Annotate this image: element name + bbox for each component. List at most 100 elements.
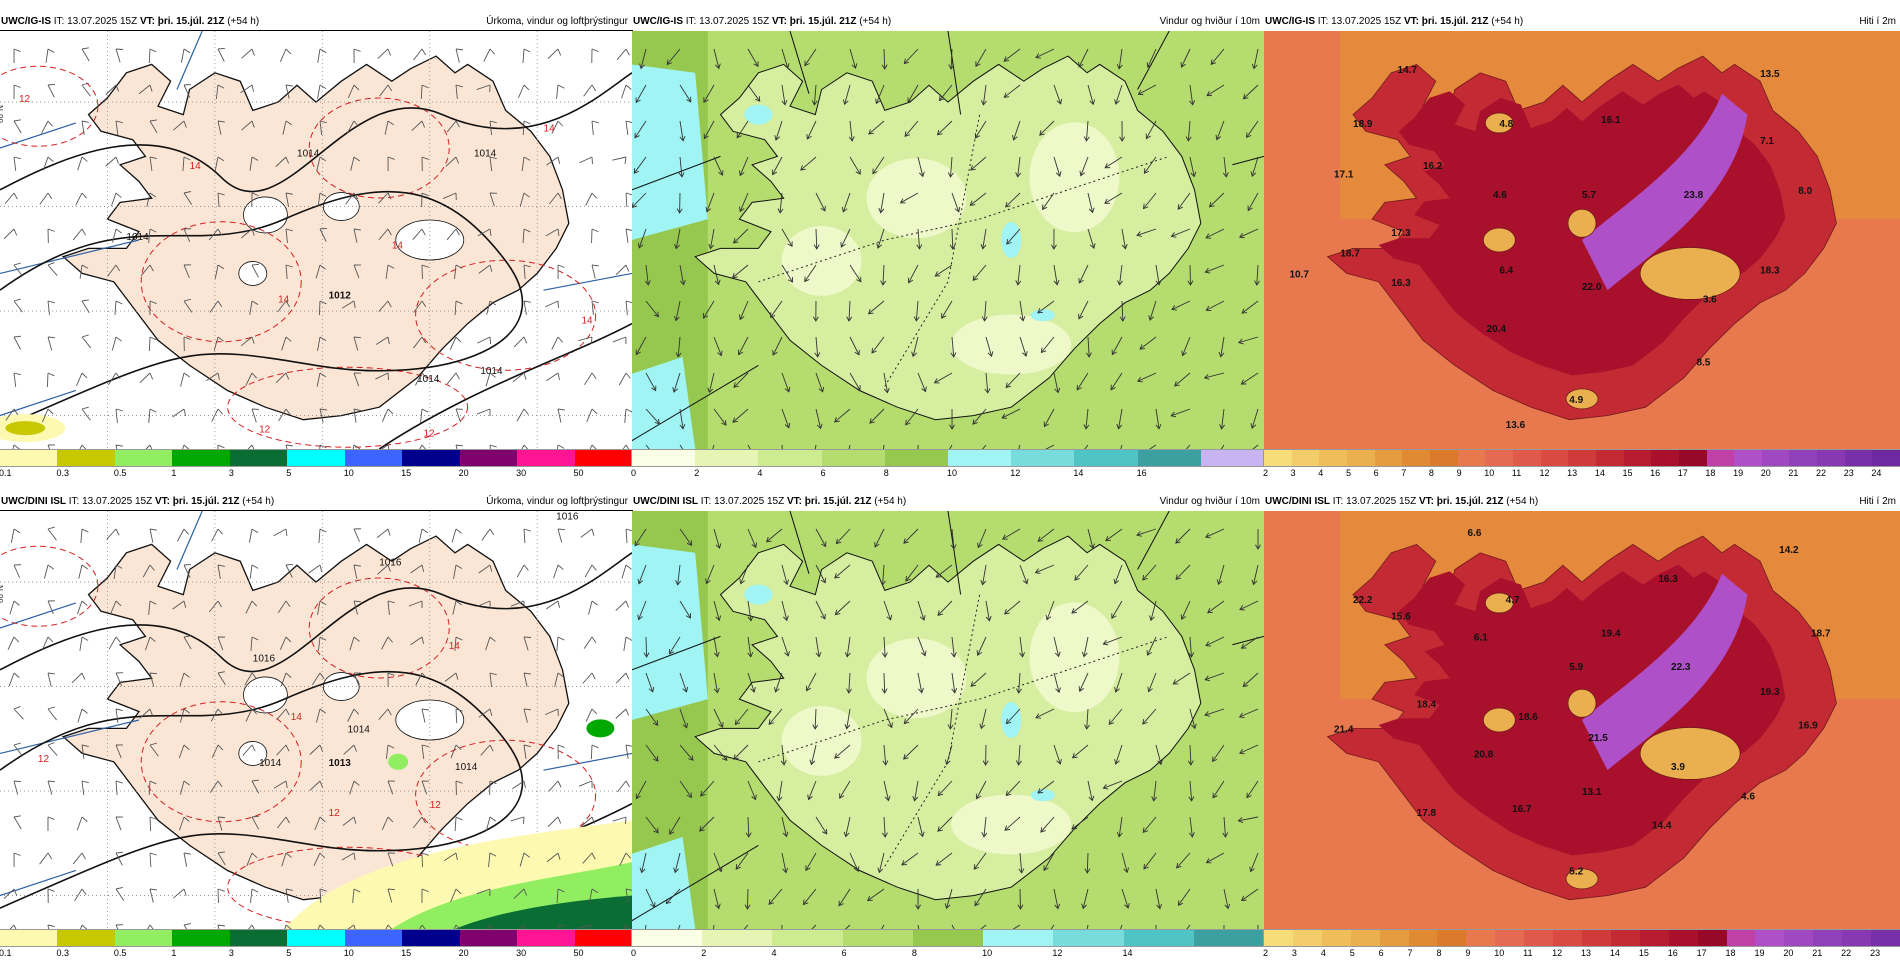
temperature-label: 23.8 bbox=[1684, 190, 1704, 201]
colorbar-tick-label: 30 bbox=[516, 947, 526, 959]
map-wind-svg bbox=[632, 511, 1264, 929]
temperature-label: 19.4 bbox=[1601, 628, 1621, 639]
colorbar-swatch bbox=[1409, 930, 1438, 946]
colorbar-tick-label: 4 bbox=[1318, 467, 1323, 479]
temperature-label: 14.2 bbox=[1779, 545, 1799, 556]
colorbar-swatch bbox=[1495, 930, 1524, 946]
colorbar-swatch bbox=[843, 930, 913, 946]
temperature-label: 16.1 bbox=[1601, 115, 1621, 126]
lat-label: 66°N bbox=[0, 585, 5, 603]
colorbar-tick-label: 13 bbox=[1581, 947, 1591, 959]
colorbar-swatch bbox=[345, 930, 402, 946]
colorbar-tick-label: 6 bbox=[842, 947, 847, 959]
panel-title: Vindur og hviður í 10m bbox=[1160, 494, 1260, 510]
pressure-label: 1014 bbox=[455, 762, 478, 773]
colorbar-swatch bbox=[115, 930, 172, 946]
colorbar-swatch bbox=[57, 930, 114, 946]
colorbar-temp bbox=[1264, 450, 1900, 466]
colorbar-swatch bbox=[983, 930, 1053, 946]
colorbar-swatch bbox=[1845, 450, 1873, 466]
colorbar-tick-label: 19 bbox=[1754, 947, 1764, 959]
colorbar-tick-label: 21 bbox=[1788, 467, 1798, 479]
temperature-label: 17.1 bbox=[1334, 169, 1354, 180]
init-time: IT: 13.07.2025 15Z bbox=[686, 16, 769, 27]
colorbar-swatch bbox=[1437, 930, 1466, 946]
colorbar-tick-label: 7 bbox=[1408, 947, 1413, 959]
colorbar-swatch bbox=[172, 930, 229, 946]
colorbar-tick-label: 16 bbox=[1650, 467, 1660, 479]
temperature-label: 17.8 bbox=[1417, 808, 1437, 819]
panel-header: UWC/IG-IS IT: 13.07.2025 15Z VT: þri. 15… bbox=[0, 14, 632, 30]
pressure-label: 1016 bbox=[556, 511, 579, 522]
colorbar-tick-label: 0.1 bbox=[0, 947, 12, 959]
colorbar-swatch bbox=[1264, 930, 1293, 946]
colorbar-swatch bbox=[1322, 930, 1351, 946]
colorbar-swatch bbox=[575, 930, 632, 946]
colorbar-tick-label: 15 bbox=[1639, 947, 1649, 959]
temperature-label: 13.1 bbox=[1582, 787, 1602, 798]
temperature-label: 16.3 bbox=[1658, 574, 1678, 585]
init-time: IT: 13.07.2025 15Z bbox=[1318, 16, 1401, 27]
panel-precip-bottom: UWC/DINI ISL IT: 13.07.2025 15Z VT: þri.… bbox=[0, 494, 632, 964]
colorbar-tick-label: 3 bbox=[1292, 947, 1297, 959]
colorbar-swatch bbox=[1611, 930, 1640, 946]
colorbar-swatch bbox=[1762, 450, 1790, 466]
colorbar-swatch bbox=[1582, 930, 1611, 946]
pressure-label: 1014 bbox=[259, 758, 282, 769]
colorbar-tick-label: 10 bbox=[982, 947, 992, 959]
temperature-label: 13.5 bbox=[1760, 69, 1780, 80]
lead-time: (+54 h) bbox=[874, 496, 906, 507]
panel-temp-bottom: UWC/DINI ISL IT: 13.07.2025 15Z VT: þri.… bbox=[1264, 494, 1900, 964]
colorbar-swatch bbox=[1817, 450, 1845, 466]
temperature-label: 18.6 bbox=[1518, 712, 1538, 723]
colorbar-tick-label: 12 bbox=[1552, 947, 1562, 959]
temperature-label: 10.7 bbox=[1289, 270, 1309, 281]
valid-time: VT: þri. 15.júl. 21Z bbox=[140, 16, 224, 27]
colorbar-tick-label: 2 bbox=[1263, 467, 1268, 479]
colorbar-tick-label: 22 bbox=[1816, 467, 1826, 479]
colorbar-swatch bbox=[1011, 450, 1074, 466]
colorbar-swatch bbox=[1402, 450, 1430, 466]
colorbar-tick-label: 0.5 bbox=[114, 947, 127, 959]
colorbar-swatch bbox=[1053, 930, 1123, 946]
colorbar-precip bbox=[0, 930, 632, 946]
temperature-label: 20.8 bbox=[1474, 750, 1494, 761]
colorbar-swatch bbox=[1871, 930, 1900, 946]
colorbar-tick-label: 12 bbox=[1010, 467, 1020, 479]
init-time: IT: 13.07.2025 15Z bbox=[54, 16, 137, 27]
temperature-label: 5.9 bbox=[1569, 662, 1583, 673]
temperature-label: 4.6 bbox=[1493, 190, 1507, 201]
pressure-label: 1016 bbox=[253, 653, 276, 664]
colorbar-tick-label: 5 bbox=[1346, 467, 1351, 479]
model-name: UWC/DINI ISL bbox=[1265, 496, 1330, 507]
colorbar-tick-label: 4 bbox=[757, 467, 762, 479]
colorbar-swatch bbox=[1124, 930, 1194, 946]
colorbar-tick-label: 14 bbox=[1123, 947, 1133, 959]
temperature-label: 18.7 bbox=[1811, 628, 1831, 639]
colorbar-tick-label: 1 bbox=[171, 467, 176, 479]
colorbar-swatch bbox=[1651, 450, 1679, 466]
precip-contour-label: 12 bbox=[19, 94, 31, 105]
model-name: UWC/DINI ISL bbox=[633, 496, 698, 507]
panel-wind-top: UWC/IG-IS IT: 13.07.2025 15Z VT: þri. 15… bbox=[632, 14, 1264, 484]
colorbar-tick-label: 5 bbox=[286, 947, 291, 959]
colorbar-tick-label: 15 bbox=[401, 467, 411, 479]
pressure-label: 1014 bbox=[126, 232, 149, 243]
temperature-label: 16.9 bbox=[1798, 720, 1818, 731]
panel-title: Úrkoma, vindur og loftþrýstingur bbox=[486, 494, 628, 510]
pressure-label: 1012 bbox=[329, 291, 352, 302]
lead-time: (+54 h) bbox=[227, 16, 259, 27]
init-time: IT: 13.07.2025 15Z bbox=[1333, 496, 1416, 507]
temperature-label: 7.1 bbox=[1760, 136, 1774, 147]
precip-contour-label: 12 bbox=[430, 800, 442, 811]
colorbar-swatch bbox=[402, 450, 459, 466]
pressure-label: 1014 bbox=[417, 374, 440, 385]
colorbar-swatch bbox=[460, 930, 517, 946]
run-info: UWC/DINI ISL IT: 13.07.2025 15Z VT: þri.… bbox=[1265, 494, 1538, 510]
colorbar-swatch bbox=[772, 930, 842, 946]
colorbar-tick-label: 6 bbox=[1374, 467, 1379, 479]
colorbar-swatch bbox=[1194, 930, 1264, 946]
